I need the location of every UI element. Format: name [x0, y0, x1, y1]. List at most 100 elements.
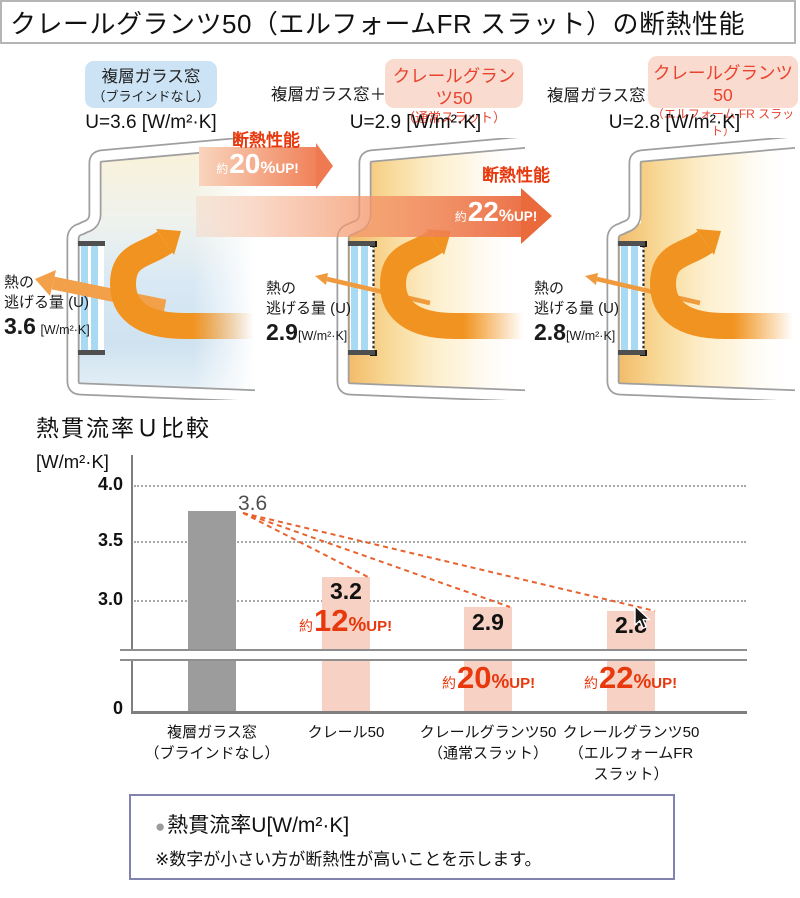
label-prefix-3: 複層ガラス窓＋: [547, 87, 663, 105]
window-cap: [348, 350, 375, 355]
cat-line: 複層ガラス窓: [167, 724, 257, 741]
ytick-4.0: 4.0: [97, 474, 123, 494]
legend-note-box: ●熱貫流率U[W/m²·K] ※数字が小さい方が断熱性が高いことを示します。: [129, 794, 675, 880]
pct-number: 22: [599, 660, 634, 695]
heat-value: 3.6: [4, 313, 36, 339]
heat-value: 2.8: [534, 319, 566, 345]
cat-line: クレール50: [307, 724, 385, 741]
heat-value-row: 2.8[W/m²·K]: [534, 319, 616, 345]
caption-line2: 逃げる量 (U): [266, 300, 351, 317]
window-glass: [81, 246, 88, 350]
heat-escape-arrow: [315, 273, 431, 306]
pct-sign: %: [348, 614, 367, 636]
up-text: UP!: [651, 675, 678, 692]
category-label-1: 複層ガラス窓 （ブラインドなし）: [122, 722, 302, 764]
mouse-cursor-icon: [634, 605, 651, 629]
caption-line2: 逃げる量 (U): [534, 300, 619, 317]
note-text: ※数字が小さい方が断熱性が高いことを示します。: [155, 850, 542, 869]
window-glass: [351, 246, 358, 350]
category-label-2: クレール50: [276, 722, 416, 743]
window-glass: [361, 246, 368, 350]
approx-text: 約: [216, 162, 229, 176]
up-text: UP!: [275, 161, 299, 176]
performance-arrow-22-text: 約 22 % UP!: [440, 198, 552, 226]
window-cap: [348, 241, 375, 246]
performance-arrow-20: 約 20 % UP!: [199, 147, 316, 186]
cat-line: （エルフォームFR: [568, 745, 694, 762]
pct-number: 22: [467, 196, 499, 227]
gridline-4.0: [134, 485, 746, 487]
pct-number: 20: [457, 660, 492, 695]
approx-text: 約: [442, 675, 456, 691]
page-title: クレールグランツ50（エルフォームFR スラット）の断熱性能: [0, 0, 796, 44]
pct-sign: %: [633, 671, 652, 693]
chart-y-unit: [W/m²·K]: [36, 451, 109, 472]
window-glass: [631, 246, 638, 350]
label-line1: クレールグランツ50: [653, 63, 793, 105]
label-creail-grants50-elform: クレールグランツ50 （エルフォーム FR スラット）: [648, 56, 798, 138]
heat-escape-arrow: [585, 273, 701, 306]
label-line1: クレールグランツ50: [392, 66, 516, 108]
label-line2: （エルフォーム FR スラット）: [651, 107, 795, 138]
window-cap: [618, 241, 645, 246]
u-value-2: U=2.9 [W/m²·K]: [349, 112, 482, 133]
heat-value: 2.9: [266, 319, 298, 345]
bar-value-3.2: 3.2: [330, 578, 362, 604]
heat-unit: [W/m²·K]: [565, 329, 616, 343]
annotation-12pct-up: 約 12 % UP!: [299, 603, 393, 638]
heat-unit: [W/m²·K]: [297, 329, 348, 343]
cat-line: （ブラインドなし）: [144, 745, 280, 762]
cat-line: クレールグランツ50: [562, 724, 700, 741]
caption-line1: 熱の: [4, 274, 35, 291]
insulation-performance-label-1: 断熱性能: [232, 131, 300, 150]
pct-number: 20: [229, 148, 261, 179]
bullet-icon: ●: [155, 817, 166, 836]
heat-loss-caption-1: 熱の 逃げる量 (U) 3.6 [W/m²·K]: [4, 273, 116, 340]
bar-value-2.9: 2.9: [472, 609, 504, 635]
window-cap: [78, 241, 105, 246]
bar-grants50-elform: [607, 611, 655, 711]
heat-swirl-arrow: [109, 229, 253, 339]
heat-escape-arrow: [35, 270, 167, 313]
performance-arrow-22-band: [196, 196, 522, 237]
pct-number: 12: [314, 603, 349, 638]
label-line1: 複層ガラス窓: [101, 68, 201, 86]
heat-swirl-arrow: [649, 229, 793, 339]
dashed-connector-lines: [242, 512, 656, 612]
label-prefix-2: 複層ガラス窓＋: [271, 86, 387, 104]
pct-sign: %: [498, 206, 515, 225]
axis-break: [120, 649, 747, 661]
y-axis: [131, 455, 133, 713]
bar-value-3.6: 3.6: [238, 492, 268, 515]
label-line2: （通常スラット）: [401, 110, 506, 125]
annotation-20pct-up: 約 20 % UP!: [442, 660, 535, 695]
category-label-3: クレールグランツ50 （通常スラット）: [403, 722, 573, 764]
up-text: UP!: [514, 209, 538, 224]
category-label-4: クレールグランツ50 （エルフォームFR スラット）: [546, 722, 716, 785]
arrow-head-22-icon: [521, 188, 552, 244]
page-title-text: クレールグランツ50（エルフォームFR スラット）の断熱性能: [10, 8, 746, 39]
label-creail-grants50-normal: クレールグランツ50 （通常スラット）: [385, 59, 523, 125]
window-diagram-elform-slat: [535, 135, 798, 403]
up-text: UP!: [366, 618, 393, 635]
heat-unit: [W/m²·K]: [40, 323, 90, 337]
heat-loss-caption-2: 熱の 逃げる量 (U) 2.9[W/m²·K]: [266, 279, 378, 346]
legend-line: ●熱貫流率U[W/m²·K]: [155, 809, 673, 839]
label-double-glazed-window: 複層ガラス窓 （ブラインドなし）: [85, 61, 217, 108]
legend-text: 熱貫流率U[W/m²·K]: [167, 814, 350, 837]
pct-sign: %: [260, 158, 276, 177]
caption-line1: 熱の: [534, 280, 565, 297]
u-value-3: U=2.8 [W/m²·K]: [608, 112, 741, 133]
cat-line: クレールグランツ50: [419, 724, 557, 741]
heat-loss-caption-3: 熱の 逃げる量 (U) 2.8[W/m²·K]: [534, 279, 646, 346]
ytick-0: 0: [112, 698, 123, 718]
window-glass: [621, 246, 628, 350]
approx-text: 約: [454, 210, 467, 224]
cat-line: （通常スラット）: [427, 745, 548, 762]
gridline-3.5: [134, 541, 746, 543]
u-value-1: U=3.6 [W/m²·K]: [85, 112, 217, 133]
ytick-3.0: 3.0: [97, 589, 123, 609]
ytick-3.5: 3.5: [97, 530, 123, 550]
x-axis: [131, 711, 747, 714]
